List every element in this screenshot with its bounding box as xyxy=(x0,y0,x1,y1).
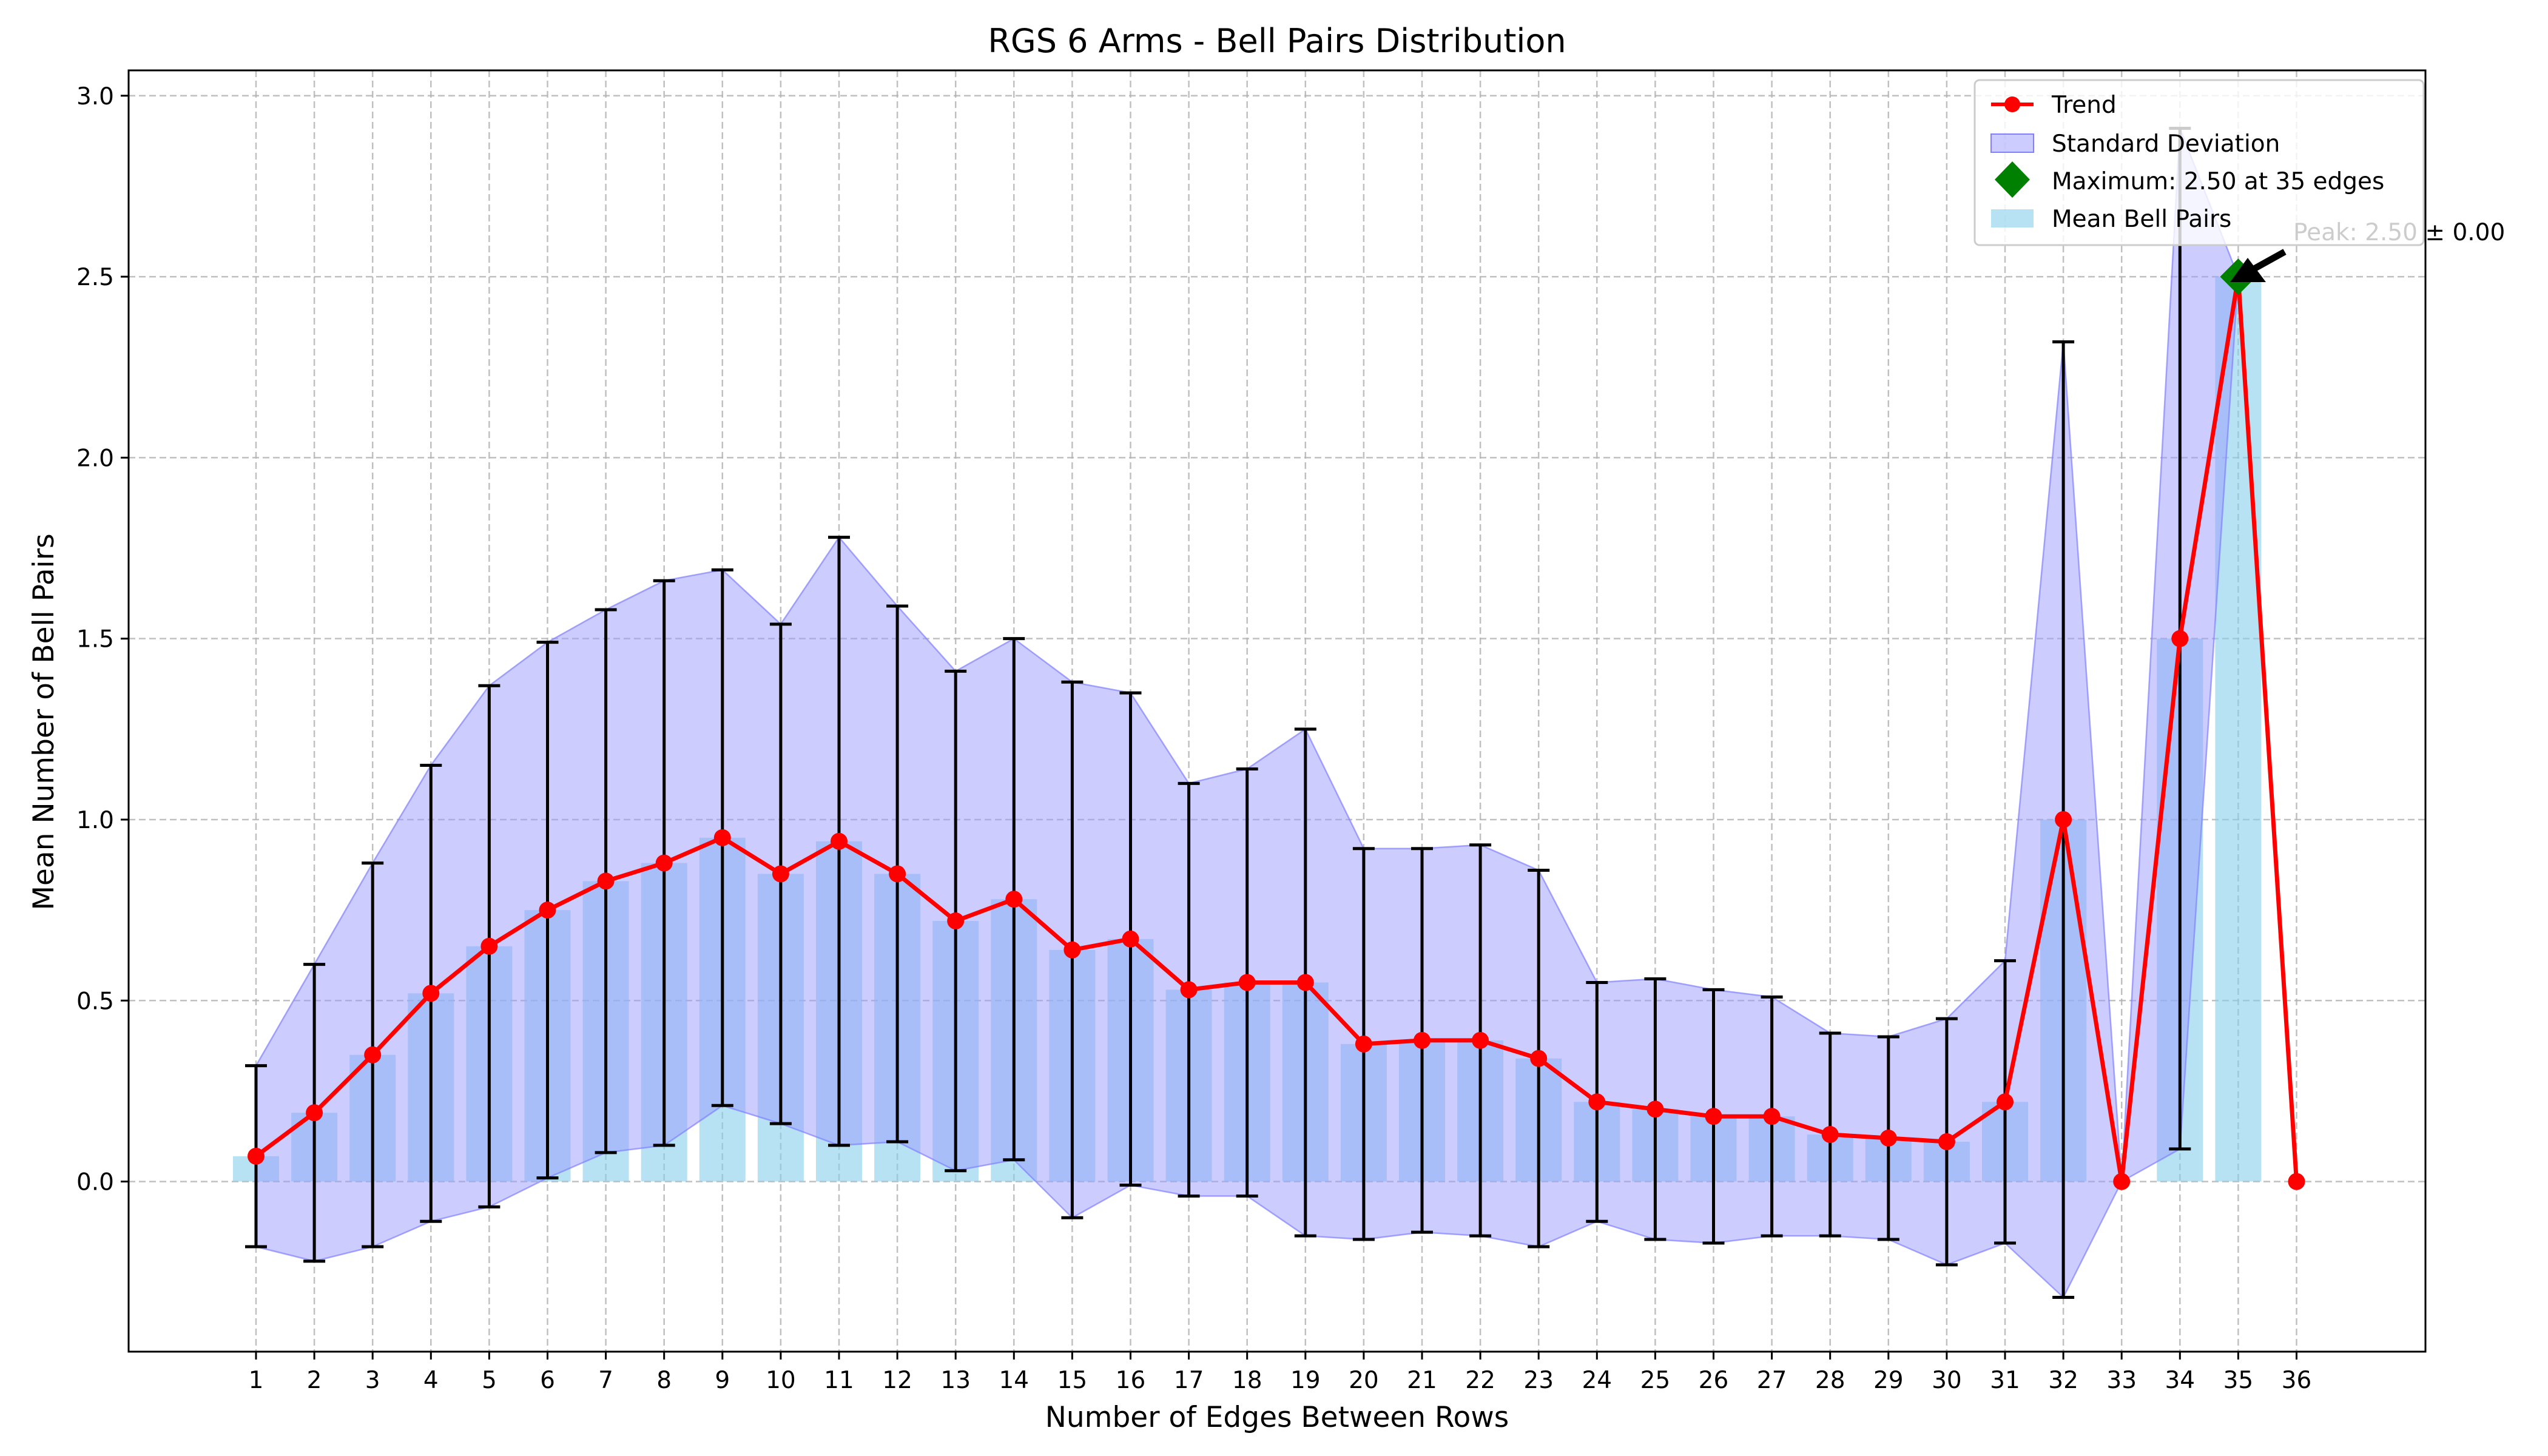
x-tick-label: 13 xyxy=(940,1367,971,1394)
x-tick-label: 6 xyxy=(540,1367,555,1394)
trend-point xyxy=(1938,1133,1955,1150)
legend-max-label: Maximum: 2.50 at 35 edges xyxy=(2052,168,2384,195)
legend-trend-marker xyxy=(2004,96,2020,112)
trend-point xyxy=(1530,1050,1548,1067)
y-tick-label: 0.5 xyxy=(76,988,114,1015)
x-tick-label: 14 xyxy=(999,1367,1029,1394)
x-tick-label: 3 xyxy=(365,1367,380,1394)
x-tick-label: 7 xyxy=(598,1367,613,1394)
y-tick-label: 3.0 xyxy=(76,83,114,110)
axis-ticks: 1 2 3 4 5 6 7 8 9 10 11 12 13 14 15 16 17 18 19 20 21 22 23 24 2… xyxy=(76,83,2311,1394)
x-tick-label: 18 xyxy=(1232,1367,1262,1394)
legend-max-marker xyxy=(1995,161,2030,198)
trend-point xyxy=(1588,1093,1606,1111)
x-tick-label: 2 xyxy=(307,1367,322,1394)
x-tick-label: 25 xyxy=(1640,1367,1671,1394)
x-tick-label: 31 xyxy=(1990,1367,2020,1394)
trend-point xyxy=(248,1147,265,1165)
trend-point xyxy=(1763,1108,1781,1125)
x-tick-label: 16 xyxy=(1116,1367,1146,1394)
x-tick-label: 17 xyxy=(1174,1367,1204,1394)
trend-point xyxy=(713,829,731,846)
annotation-arrow-head xyxy=(2230,258,2266,282)
x-tick-label: 11 xyxy=(824,1367,854,1394)
trend-point xyxy=(1705,1108,1722,1125)
trend-point xyxy=(831,832,848,850)
trend-point xyxy=(772,865,789,883)
legend-bars-swatch xyxy=(1991,209,2034,228)
trend-line xyxy=(254,274,2299,1184)
x-tick-label: 24 xyxy=(1582,1367,1612,1394)
x-tick-label: 36 xyxy=(2282,1367,2312,1394)
trend-point xyxy=(1355,1035,1372,1053)
trend-point xyxy=(2171,630,2189,647)
x-tick-label: 5 xyxy=(482,1367,497,1394)
x-tick-label: 19 xyxy=(1290,1367,1321,1394)
x-tick-label: 22 xyxy=(1465,1367,1495,1394)
legend-std-label: Standard Deviation xyxy=(2052,130,2280,158)
y-tick-label: 1.0 xyxy=(76,807,114,834)
trend-point xyxy=(1879,1130,1897,1147)
trend-point xyxy=(1122,930,1139,948)
y-tick-label: 0.0 xyxy=(76,1169,114,1196)
trend-point xyxy=(2113,1173,2131,1190)
trend-point xyxy=(889,865,906,883)
x-tick-label: 35 xyxy=(2223,1367,2254,1394)
x-tick-label: 20 xyxy=(1349,1367,1379,1394)
x-axis-label: Number of Edges Between Rows xyxy=(1045,1401,1509,1434)
legend-bars-label: Mean Bell Pairs xyxy=(2052,206,2231,233)
trend-point xyxy=(1472,1031,1489,1049)
trend-point xyxy=(655,854,673,872)
x-tick-label: 33 xyxy=(2106,1367,2137,1394)
x-tick-label: 23 xyxy=(1523,1367,1554,1394)
trend-point xyxy=(1005,891,1023,908)
legend-box xyxy=(1973,79,2425,246)
x-tick-label: 27 xyxy=(1757,1367,1787,1394)
x-tick-label: 34 xyxy=(2165,1367,2195,1394)
x-tick-label: 4 xyxy=(423,1367,439,1394)
x-tick-label: 15 xyxy=(1057,1367,1088,1394)
x-tick-label: 29 xyxy=(1873,1367,1904,1394)
trend-point xyxy=(947,912,965,930)
trend-point xyxy=(1180,981,1198,999)
legend-trend-label: Trend xyxy=(2051,92,2117,119)
plot-frame xyxy=(127,69,2427,1353)
x-tick-label: 21 xyxy=(1407,1367,1437,1394)
x-tick-label: 26 xyxy=(1699,1367,1729,1394)
x-tick-label: 1 xyxy=(249,1367,264,1394)
trend-point xyxy=(1997,1093,2014,1111)
x-tick-label: 12 xyxy=(882,1367,912,1394)
x-tick-label: 30 xyxy=(1932,1367,1962,1394)
y-tick-label: 2.5 xyxy=(76,264,114,291)
y-tick-label: 1.5 xyxy=(76,626,114,653)
x-tick-label: 8 xyxy=(656,1367,672,1394)
x-tick-label: 9 xyxy=(715,1367,730,1394)
trend-point xyxy=(364,1046,382,1063)
trend-point xyxy=(306,1104,323,1122)
trend-point xyxy=(1414,1031,1431,1049)
trend-point xyxy=(1063,941,1081,959)
trend-point xyxy=(2055,811,2072,828)
legend-std-swatch xyxy=(1990,133,2034,153)
chart-title: RGS 6 Arms - Bell Pairs Distribution xyxy=(988,22,1566,60)
x-tick-label: 28 xyxy=(1815,1367,1845,1394)
annotation-arrow-shaft xyxy=(2250,249,2287,273)
x-tick-label: 10 xyxy=(766,1367,796,1394)
trend-point xyxy=(422,985,440,1002)
trend-point xyxy=(539,902,556,919)
trend-point xyxy=(1296,974,1314,991)
trend-point xyxy=(1821,1126,1839,1144)
x-tick-label: 32 xyxy=(2048,1367,2078,1394)
trend-series xyxy=(248,268,2305,1190)
legend: Trend Standard Deviation Maximum: 2.50 a… xyxy=(1973,79,2425,246)
trend-point xyxy=(1646,1100,1664,1118)
trend-point xyxy=(2288,1173,2305,1190)
trend-point xyxy=(597,872,615,890)
trend-point xyxy=(480,937,498,955)
y-axis-label: Mean Number of Bell Pairs xyxy=(27,533,61,910)
trend-point xyxy=(1238,974,1256,991)
y-tick-label: 2.0 xyxy=(76,445,114,472)
